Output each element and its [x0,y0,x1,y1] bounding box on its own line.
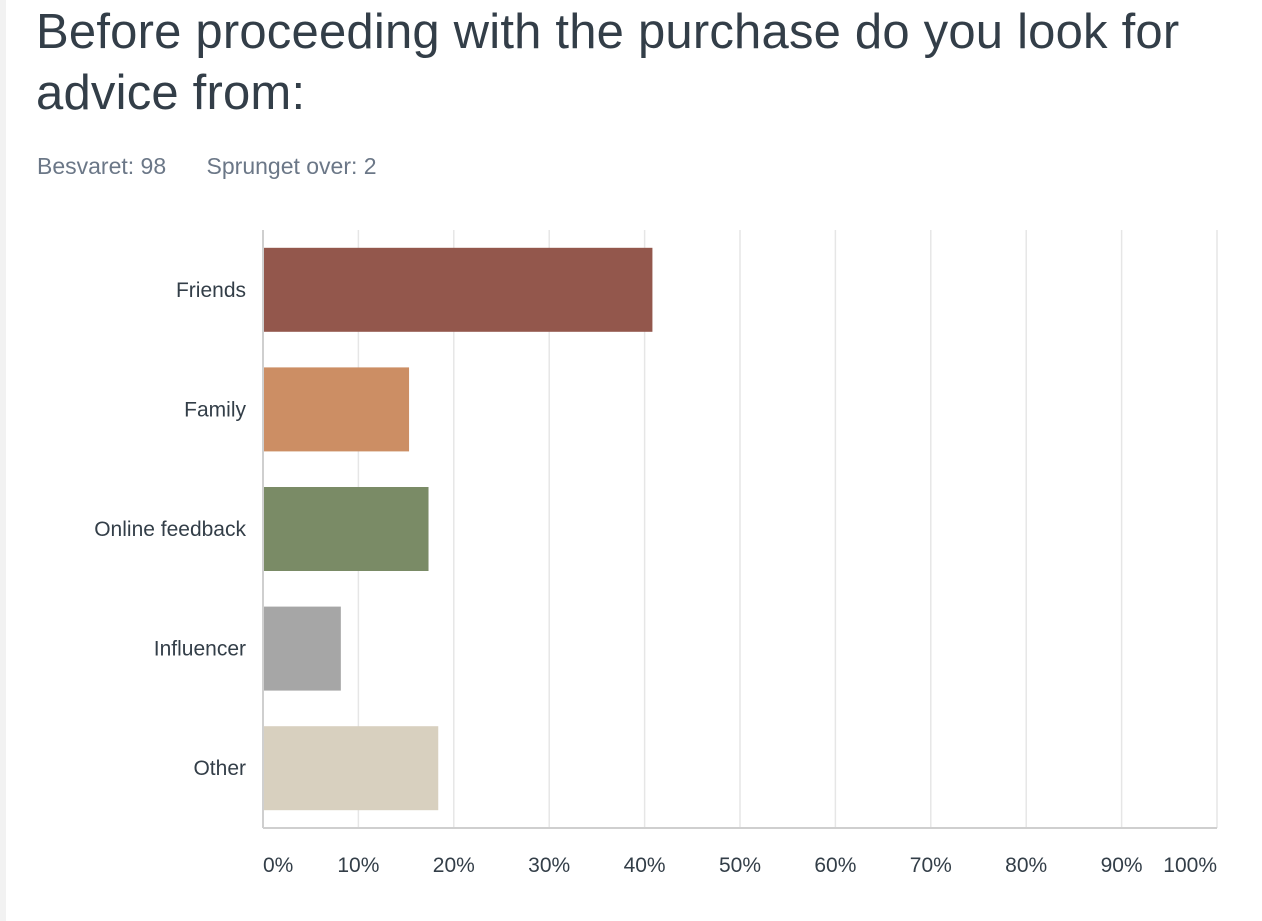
x-tick-label: 20% [433,854,475,877]
category-label: Other [193,757,246,780]
page-left-border [0,0,6,921]
x-tick-label: 50% [719,854,761,877]
x-tick-label: 10% [337,854,379,877]
x-tick-label: 90% [1101,854,1143,877]
answered-count: Besvaret: 98 [37,153,167,179]
bar-online-feedback[interactable] [263,487,429,571]
bar-influencer[interactable] [263,606,341,691]
response-stats: Besvaret: 98 Sprunget over: 2 [37,153,411,180]
bar-family[interactable] [263,367,410,452]
x-tick-label: 100% [1163,854,1217,877]
question-title: Before proceeding with the purchase do y… [36,5,1180,120]
x-tick-labels: 0% 10% 20% 30% 40% 50% 60% 70% 80% 90% 100% [263,854,1217,877]
category-labels: Friends Family Online feedback Influencer Ot… [94,279,246,780]
x-tick-label: 80% [1005,854,1047,877]
skipped-count: Sprunget over: 2 [206,153,377,179]
category-label: Family [184,398,246,421]
axes [262,230,1217,829]
bars [263,247,653,811]
bar-friends[interactable] [263,247,653,332]
bar-other[interactable] [263,726,439,811]
category-label: Influencer [154,638,246,661]
x-tick-label: 60% [814,854,856,877]
category-label: Online feedback [94,518,246,541]
x-tick-label: 70% [910,854,952,877]
category-label: Friends [176,279,246,302]
x-tick-label: 0% [263,854,293,877]
x-tick-label: 30% [528,854,570,877]
x-tick-label: 40% [624,854,666,877]
